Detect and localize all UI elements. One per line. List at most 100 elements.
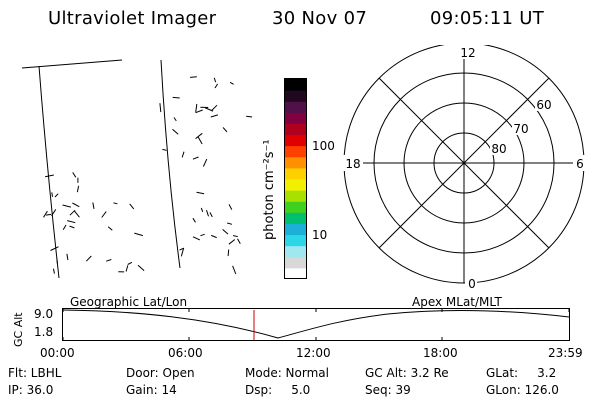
colorbar-tick-100: 100 [312,139,335,153]
mlt-label-0: 0 [468,277,476,290]
colorbar-band [285,145,306,158]
noise-mark [173,117,177,122]
noise-mark [69,209,76,216]
noise-mark [211,234,217,239]
noise-mark [46,213,52,216]
noise-mark [106,259,112,262]
colorbar-band [285,245,306,258]
noise-mark [227,222,233,225]
geographic-label: Geographic Lat/Lon [70,295,188,309]
noise-mark [51,192,53,197]
noise-mark [214,83,219,89]
noise-mark [51,209,57,217]
noise-mark [196,191,205,195]
colorbar-band [285,256,306,269]
noise-mark [192,156,199,160]
colorbar-band [285,79,306,91]
colorbar-band [285,123,306,136]
noise-mark [179,247,184,251]
noise-mark [92,202,95,209]
colorbar [284,78,307,280]
noise-mark [195,132,203,139]
noise-mark [172,128,179,135]
colorbar-unit-label: photon cm⁻²s⁻¹ [262,139,277,240]
noise-mark [134,232,144,237]
noise-mark [246,115,253,118]
date-label: 30 Nov 07 [272,8,368,29]
noise-mark [72,172,77,178]
noise-mark [159,103,162,113]
status-glon: GLon: 126.0 [486,383,559,397]
noise-mark [62,204,72,208]
noise-mark [54,193,59,198]
colorbar-band [285,223,306,236]
noise-mark [72,202,80,208]
image-noise-marks [43,76,253,275]
noise-mark [125,265,129,272]
noise-mark [232,235,238,238]
noise-mark [237,238,241,244]
x-tick-1800: 18:00 [423,346,458,360]
noise-mark [200,233,205,237]
status-seq: Seq: 39 [365,383,411,397]
noise-mark [45,174,54,178]
longitude-line-left [38,65,60,279]
colorbar-band [285,179,306,191]
noise-mark [195,103,198,113]
noise-mark [85,255,92,262]
mlt-label-6: 6 [576,157,584,171]
noise-mark [66,253,69,261]
altitude-timeline [62,308,570,341]
polar-grid: 12 18 6 0 60 70 80 [343,45,585,290]
gc-alt-axis-title: GC Alt [12,312,25,347]
noise-mark [209,212,213,218]
time-label: 09:05:11 UT [430,8,545,29]
noise-mark [53,268,55,274]
noise-mark [181,151,185,158]
noise-mark [190,76,197,78]
noise-mark [222,127,228,133]
noise-mark [113,202,118,205]
noise-mark [43,210,48,218]
colorbar-band [285,167,306,180]
noise-mark [211,104,218,112]
geographic-image-panel [21,59,253,279]
altitude-curve [62,309,570,339]
latitude-line [21,59,123,69]
noise-mark [56,258,58,264]
instrument-title: Ultraviolet Imager [48,8,217,29]
colorbar-band [285,101,306,113]
colorbar-tick-10: 10 [312,228,328,242]
lat-label-60: 60 [536,98,551,112]
noise-mark [228,239,236,245]
colorbar-band [285,201,306,213]
noise-mark [101,211,107,218]
noise-mark [127,261,133,265]
noise-mark [229,81,234,85]
noise-mark [180,247,185,257]
colorbar-band [285,134,306,147]
noise-mark [213,77,217,83]
noise-mark [206,209,209,217]
status-door: Door: Open [126,366,195,380]
status-ip: IP: 36.0 [8,383,54,397]
x-tick-0600: 06:00 [168,346,203,360]
mlt-label-12: 12 [460,46,475,60]
noise-mark [137,264,145,271]
status-gain: Gain: 14 [126,383,177,397]
colorbar-band [285,234,306,247]
noise-mark [192,217,196,223]
y-tick-9: 9.0 [34,307,54,321]
colorbar-band [285,112,306,124]
status-dsp: Dsp: 5.0 [245,383,311,397]
colorbar-band [285,90,306,102]
status-mode: Mode: Normal [245,366,329,380]
noise-mark [192,236,201,241]
noise-mark [232,265,237,275]
status-glat: GLat: 3.2 [486,366,557,380]
noise-mark [222,229,229,235]
x-tick-2359: 23:59 [548,346,583,360]
noise-mark [228,204,233,210]
noise-mark [129,203,135,210]
noise-mark [200,207,204,212]
